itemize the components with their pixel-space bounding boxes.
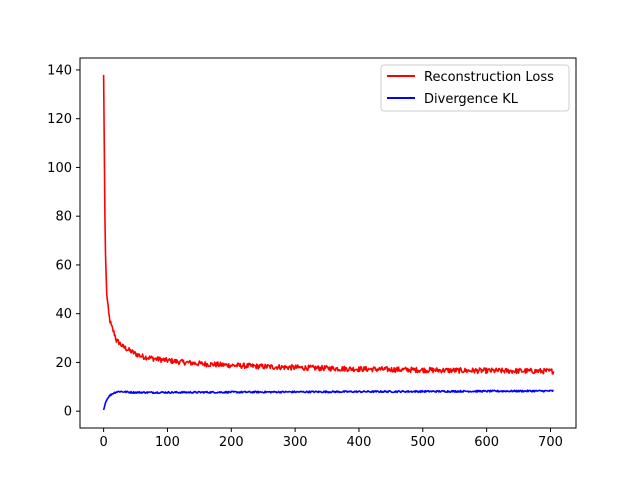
y-tick-label: 120 xyxy=(47,112,72,127)
x-tick-label: 600 xyxy=(474,435,499,450)
y-tick-label: 140 xyxy=(47,63,72,78)
legend-box xyxy=(380,64,570,112)
x-axis: 0 100 200 300 400 500 600 700 xyxy=(99,428,563,450)
x-tick-label: 500 xyxy=(410,435,435,450)
x-tick-label: 100 xyxy=(155,435,180,450)
legend-label-reconstruction-loss: Reconstruction Loss xyxy=(424,70,554,85)
plot-frame xyxy=(79,57,577,429)
series-line-divergence-kl xyxy=(102,389,554,411)
x-tick-label: 400 xyxy=(347,435,372,450)
legend: Reconstruction Loss Divergence KL xyxy=(380,64,570,112)
x-tick-label: 200 xyxy=(219,435,244,450)
y-tick-label: 100 xyxy=(47,161,72,176)
y-axis: 0 20 40 60 80 100 120 140 xyxy=(47,63,80,420)
x-tick-label: 0 xyxy=(99,435,107,450)
y-tick-label: 40 xyxy=(55,307,72,322)
y-tick-label: 20 xyxy=(55,356,72,371)
x-tick-label: 700 xyxy=(538,435,563,450)
series-line-reconstruction-loss xyxy=(102,74,555,375)
y-tick-label: 0 xyxy=(64,405,72,420)
x-tick-label: 300 xyxy=(283,435,308,450)
y-tick-label: 60 xyxy=(55,258,72,273)
y-tick-label: 80 xyxy=(55,210,72,225)
series-layer xyxy=(102,74,555,411)
legend-label-divergence-kl: Divergence KL xyxy=(424,92,519,107)
